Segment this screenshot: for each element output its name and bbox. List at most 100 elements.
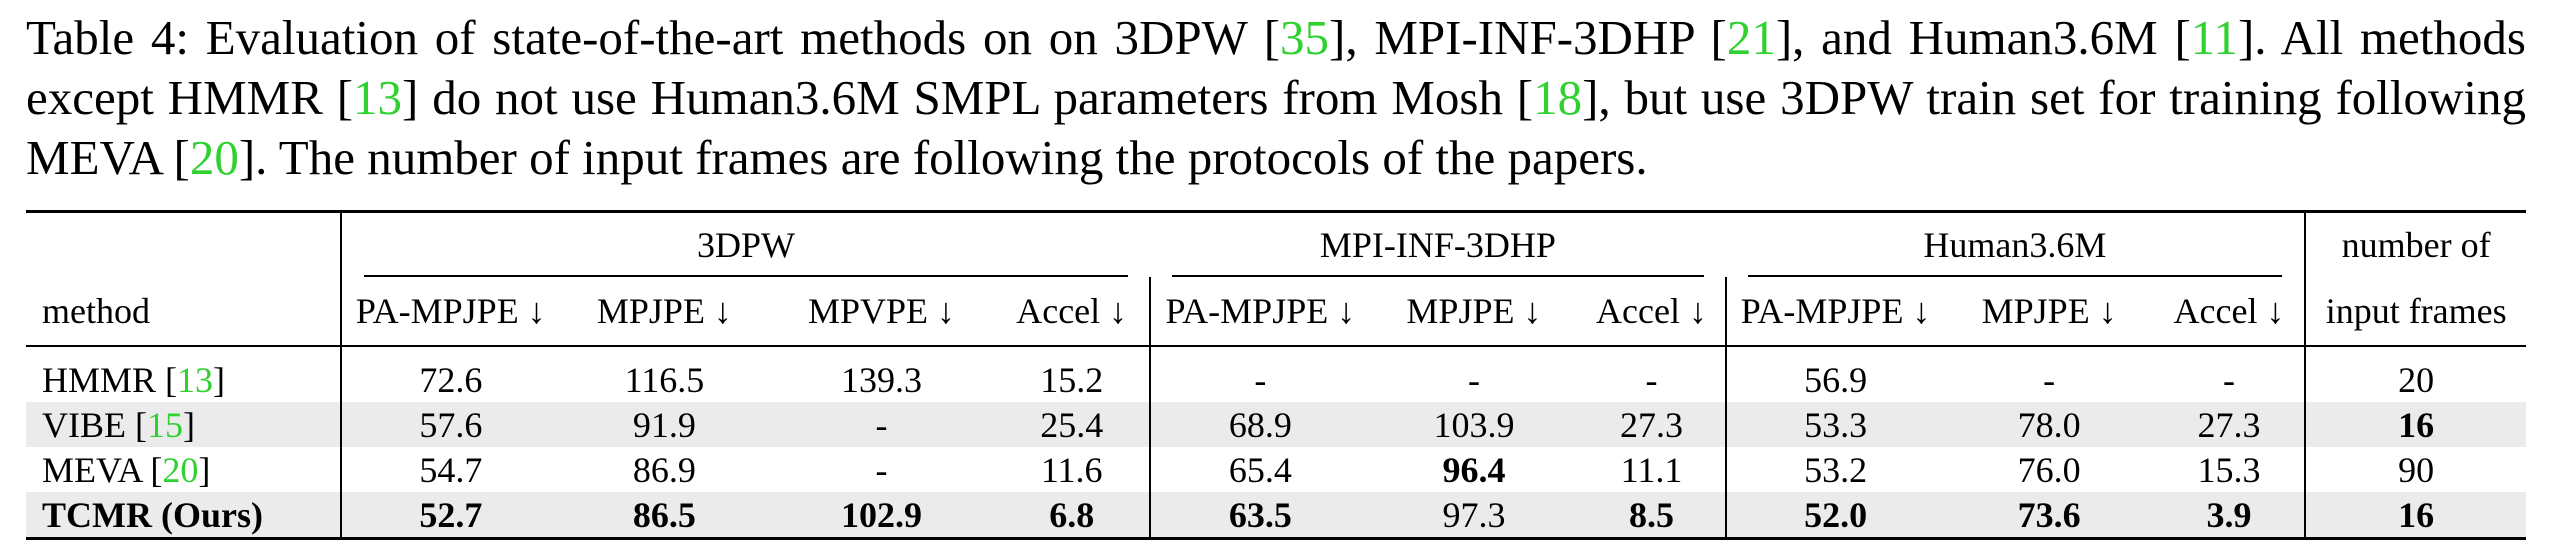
table-cell: 91.9: [559, 402, 769, 447]
column-header: input frames: [2304, 277, 2526, 347]
citation-link[interactable]: 15: [146, 404, 183, 445]
column-header: MPJPE ↓: [1944, 277, 2154, 347]
table-cell: -: [2223, 359, 2236, 400]
table-cell: 3.9: [2153, 492, 2306, 540]
table-cell: 15.2: [1040, 359, 1104, 400]
caption-text: ]. The number of input frames are follow…: [238, 130, 1648, 185]
bold-value: 96.4: [1442, 449, 1506, 490]
table-cell: 103.9: [1369, 402, 1579, 447]
method-name: TCMR (Ours): [26, 492, 341, 540]
group-underline: [1747, 275, 2283, 277]
citation-link[interactable]: 13: [353, 70, 403, 125]
table-cell: 11.1: [1620, 449, 1683, 490]
bold-value: 52.7: [419, 494, 483, 535]
table-cell: 11.6: [1040, 449, 1103, 490]
method-header: method: [26, 277, 341, 347]
results-table: 3DPW MPI-INF-3DHP Human3.6M number of me…: [26, 210, 2526, 540]
table-cell: 6.8: [994, 492, 1151, 540]
method-label: ]: [213, 359, 226, 400]
table-cell: 27.3: [2153, 402, 2306, 447]
table-cell: -: [875, 449, 888, 490]
table-row: TCMR (Ours) 52.7 86.5 102.9 6.8 63.5 97.…: [26, 492, 2526, 540]
table-cell: -: [2043, 359, 2056, 400]
group-underline: [1172, 275, 1704, 277]
citation-link[interactable]: 20: [162, 449, 199, 490]
group-header-row: 3DPW MPI-INF-3DHP Human3.6M number of: [26, 210, 2526, 277]
table-cell: 90: [2304, 447, 2526, 492]
method-name: VIBE [15]: [26, 402, 341, 447]
table-cell: 63.5: [1149, 492, 1370, 540]
method-label: MEVA [: [42, 449, 163, 490]
table-cell: 78.0: [1944, 402, 2154, 447]
table-cell: 139.3: [841, 359, 922, 400]
caption-text: ]. All methods except HMMR [: [26, 10, 2526, 125]
table-cell: 25.4: [994, 402, 1151, 447]
citation-link[interactable]: 13: [177, 359, 214, 400]
table-cell: 8.5: [1578, 492, 1726, 540]
method-label: ]: [198, 449, 211, 490]
table-cell: 57.6: [339, 402, 560, 447]
bold-value: 6.8: [1049, 494, 1095, 535]
table-cell: 52.7: [339, 492, 560, 540]
method-name: MEVA [20]: [26, 447, 341, 492]
bold-value: 73.6: [2017, 494, 2081, 535]
empty-cell: [26, 210, 341, 277]
table-cell: 86.5: [559, 492, 769, 540]
table-cell: 27.3: [1578, 402, 1726, 447]
table-cell: -: [1467, 359, 1480, 400]
caption-text: ], and Human3.6M [: [1775, 10, 2191, 65]
table-cell: 86.9: [632, 449, 696, 490]
table-cell: 116.5: [624, 359, 705, 400]
caption-text: ], MPI-INF-3DHP [: [1329, 10, 1727, 65]
group-header-mpi: MPI-INF-3DHP: [1150, 210, 1726, 277]
table-cell: -: [1645, 359, 1658, 400]
bold-value: 63.5: [1228, 494, 1292, 535]
method-label: ]: [182, 404, 195, 445]
citation-link[interactable]: 35: [1280, 10, 1330, 65]
bold-value: 16: [2398, 494, 2435, 535]
table-row: HMMR [13] 72.6 116.5 139.3 15.2 - - - 56…: [26, 346, 2526, 402]
caption-text: Table 4: Evaluation of state-of-the-art …: [26, 10, 1281, 65]
table-cell: 68.9: [1149, 402, 1370, 447]
table-cell: 54.7: [339, 447, 560, 492]
column-header: PA-MPJPE ↓: [1724, 277, 1945, 347]
table-cell: -: [1149, 346, 1370, 402]
method-label: HMMR [: [42, 359, 178, 400]
column-header: PA-MPJPE ↓: [339, 277, 560, 347]
citation-link[interactable]: 21: [1726, 10, 1776, 65]
bold-value: 3.9: [2206, 494, 2252, 535]
caption-text: ] do not use Human3.6M SMPL parameters f…: [402, 70, 1534, 125]
method-label: VIBE [: [42, 404, 147, 445]
bold-value: 86.5: [632, 494, 696, 535]
group-header-h36m: Human3.6M: [1725, 210, 2306, 277]
citation-link[interactable]: 18: [1533, 70, 1583, 125]
column-header: Accel ↓: [2153, 277, 2306, 347]
table-cell: 72.6: [339, 346, 560, 402]
citation-link[interactable]: 11: [2190, 10, 2238, 65]
table-row: VIBE [15] 57.6 91.9 - 25.4 68.9 103.9 27…: [26, 402, 2526, 447]
column-header-row: method PA-MPJPE ↓ MPJPE ↓ MPVPE ↓ Accel …: [26, 277, 2526, 347]
column-header: Accel ↓: [994, 277, 1151, 347]
table-row: MEVA [20] 54.7 86.9 - 11.6 65.4 96.4 11.…: [26, 447, 2526, 492]
bold-value: 102.9: [841, 494, 922, 535]
citation-link[interactable]: 20: [189, 130, 239, 185]
caption-text: ], but use 3DPW train set for training f…: [26, 70, 2526, 185]
method-label: TCMR (Ours): [42, 494, 263, 535]
table-cell: 73.6: [1944, 492, 2154, 540]
bold-value: 16: [2398, 404, 2435, 445]
group-header-frames: number of: [2304, 210, 2526, 277]
table-cell: 65.4: [1149, 447, 1370, 492]
column-header: Accel ↓: [1578, 277, 1726, 347]
table-cell: 16: [2304, 402, 2526, 447]
column-header: MPVPE ↓: [768, 277, 995, 347]
table-cell: 76.0: [2017, 449, 2081, 490]
table-cell: 102.9: [768, 492, 995, 540]
table-cell: 52.0: [1724, 492, 1945, 540]
column-header: PA-MPJPE ↓: [1149, 277, 1370, 347]
table-cell: 53.2: [1724, 447, 1945, 492]
table-cell: 56.9: [1724, 346, 1945, 402]
table-cell: -: [768, 402, 995, 447]
bold-value: 8.5: [1629, 494, 1674, 535]
column-header: MPJPE ↓: [559, 277, 769, 347]
